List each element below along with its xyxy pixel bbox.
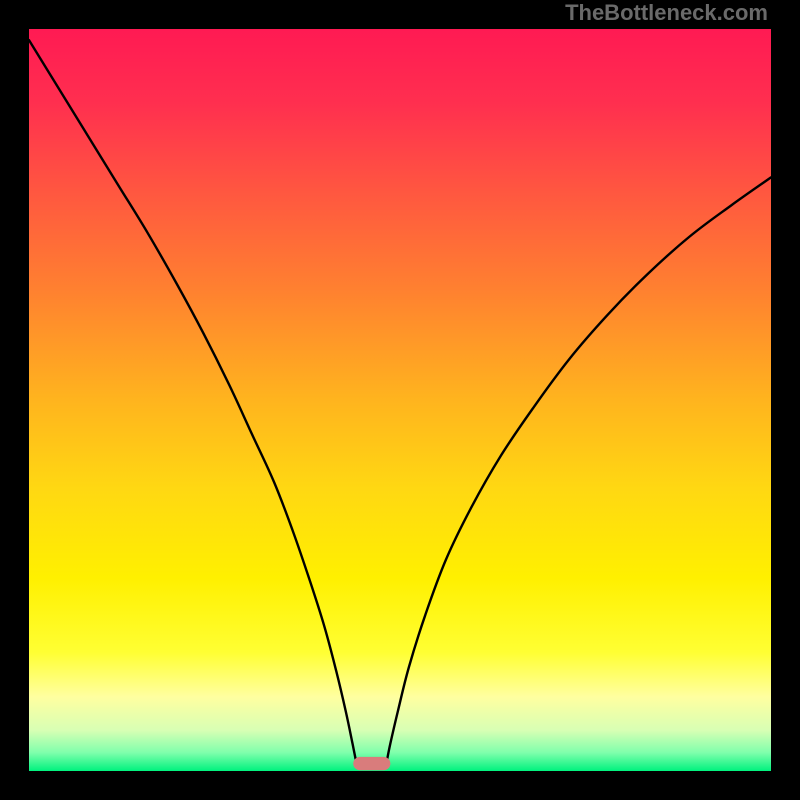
plot-background: [29, 29, 771, 771]
watermark-text: TheBottleneck.com: [565, 0, 768, 26]
curve-minimum-marker: [353, 757, 390, 770]
chart-frame: TheBottleneck.com: [0, 0, 800, 800]
chart-svg: [0, 0, 800, 800]
